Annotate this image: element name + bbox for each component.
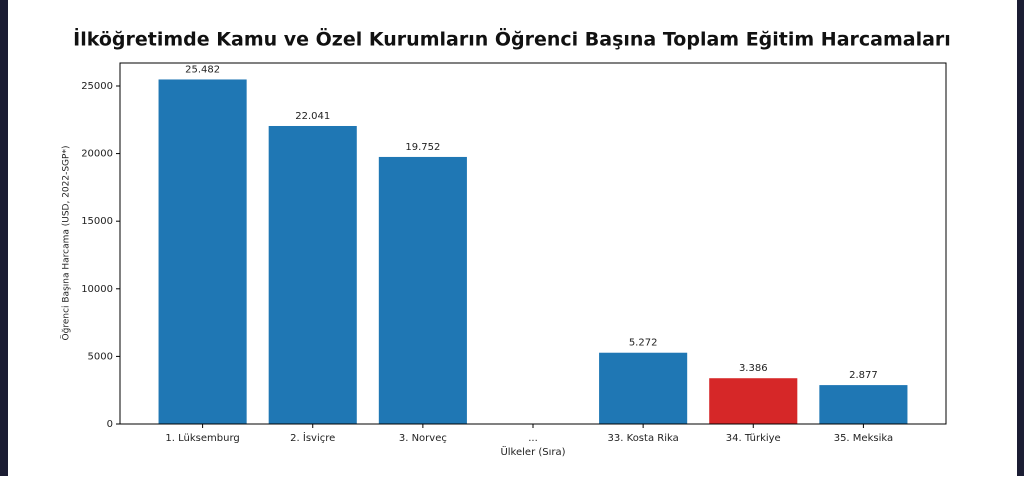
value-label: 19.752 bbox=[405, 142, 440, 153]
x-tick-label: 2. İsviçre bbox=[290, 431, 335, 444]
y-tick-label: 15000 bbox=[81, 216, 113, 227]
bar bbox=[709, 378, 798, 424]
bar bbox=[819, 385, 908, 424]
value-label: 25.482 bbox=[185, 64, 220, 75]
value-label: 5.272 bbox=[629, 338, 658, 349]
y-tick-label: 20000 bbox=[81, 149, 113, 160]
x-tick-label: 1. Lüksemburg bbox=[165, 433, 239, 444]
bar bbox=[599, 352, 688, 424]
x-axis-label: Ülkeler (Sıra) bbox=[500, 445, 565, 458]
x-tick-label: 35. Meksika bbox=[834, 433, 893, 444]
y-tick-label: 25000 bbox=[81, 81, 113, 92]
x-tick-label: 34. Türkiye bbox=[726, 433, 781, 444]
x-tick-label: ... bbox=[528, 433, 538, 444]
y-tick-label: 10000 bbox=[81, 284, 113, 295]
bar bbox=[268, 125, 357, 425]
value-label: 2.877 bbox=[849, 370, 878, 381]
y-axis-label: Öğrenci Başına Harcama (USD, 2022-SGP*) bbox=[61, 146, 72, 341]
x-tick-label: 3. Norveç bbox=[399, 433, 447, 444]
left-edge bbox=[0, 0, 8, 476]
y-tick-label: 5000 bbox=[88, 351, 113, 362]
bar bbox=[158, 79, 247, 425]
plot-frame bbox=[119, 62, 947, 425]
value-label: 3.386 bbox=[739, 363, 768, 374]
chart-title: İlköğretimde Kamu ve Özel Kurumların Öğr… bbox=[73, 27, 951, 51]
y-tick-label: 0 bbox=[107, 419, 113, 430]
right-edge bbox=[1017, 0, 1024, 476]
x-tick-label: 33. Kosta Rika bbox=[608, 433, 679, 444]
value-label: 22.041 bbox=[295, 111, 330, 122]
bar bbox=[378, 156, 467, 425]
